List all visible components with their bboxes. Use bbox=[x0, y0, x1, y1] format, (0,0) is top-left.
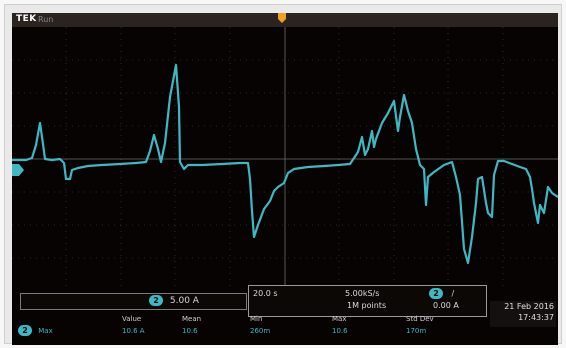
column-header-value: Value bbox=[122, 315, 142, 323]
acquisition-state: Run bbox=[38, 15, 54, 24]
column-header-min: Min bbox=[250, 315, 263, 323]
measurement-min: 260m bbox=[250, 327, 271, 335]
trigger-position-icon[interactable] bbox=[278, 13, 286, 23]
channel-2-ground-marker-icon[interactable] bbox=[12, 164, 24, 176]
measurement-value: 10.6 A bbox=[122, 327, 145, 335]
date-time-display: 21 Feb 2016 17:43:37 bbox=[490, 301, 556, 327]
channel-badge: 2 bbox=[149, 295, 163, 306]
measurement-name: Max bbox=[38, 326, 53, 335]
trigger-level: 0.00 A bbox=[433, 301, 459, 310]
measurement-table[interactable]: Value Mean Min Max Std Dev 2 Max 10.6 A … bbox=[14, 315, 488, 345]
measurement-mean: 10.6 bbox=[182, 327, 198, 335]
measurement-channel-badge: 2 bbox=[18, 325, 32, 336]
record-length: 1M points bbox=[347, 301, 387, 310]
brand-logo: TEK bbox=[16, 14, 37, 24]
channel-scale-readout[interactable]: 2 5.00 A bbox=[20, 293, 247, 310]
trigger-slope-icon: / bbox=[451, 289, 455, 298]
column-header-max: Max bbox=[332, 315, 347, 323]
status-bar: TEK Run bbox=[12, 13, 558, 27]
sample-rate: 5.00kS/s bbox=[345, 289, 380, 298]
measurement-max: 10.6 bbox=[332, 327, 348, 335]
trigger-channel-badge: 2 bbox=[429, 288, 443, 299]
readout-panel: 2 5.00 A 20.0 s 5.00kS/s 1M points 2 / 0… bbox=[12, 285, 558, 345]
column-header-mean: Mean bbox=[182, 315, 202, 323]
vertical-scale-value: 5.00 A bbox=[169, 296, 199, 306]
waveform-graticule[interactable] bbox=[12, 27, 558, 291]
measurement-std-dev: 170m bbox=[406, 327, 427, 335]
oscilloscope-screen: TEK Run bbox=[12, 13, 558, 345]
timebase-readout[interactable]: 20.0 s 5.00kS/s 1M points 2 / 0.00 A bbox=[248, 285, 487, 317]
date-text: 21 Feb 2016 bbox=[504, 302, 554, 311]
time-text: 17:43:37 bbox=[518, 313, 554, 322]
horizontal-scale: 20.0 s bbox=[253, 289, 278, 298]
channel-2-waveform bbox=[12, 63, 558, 265]
column-header-std-dev: Std Dev bbox=[406, 315, 434, 323]
